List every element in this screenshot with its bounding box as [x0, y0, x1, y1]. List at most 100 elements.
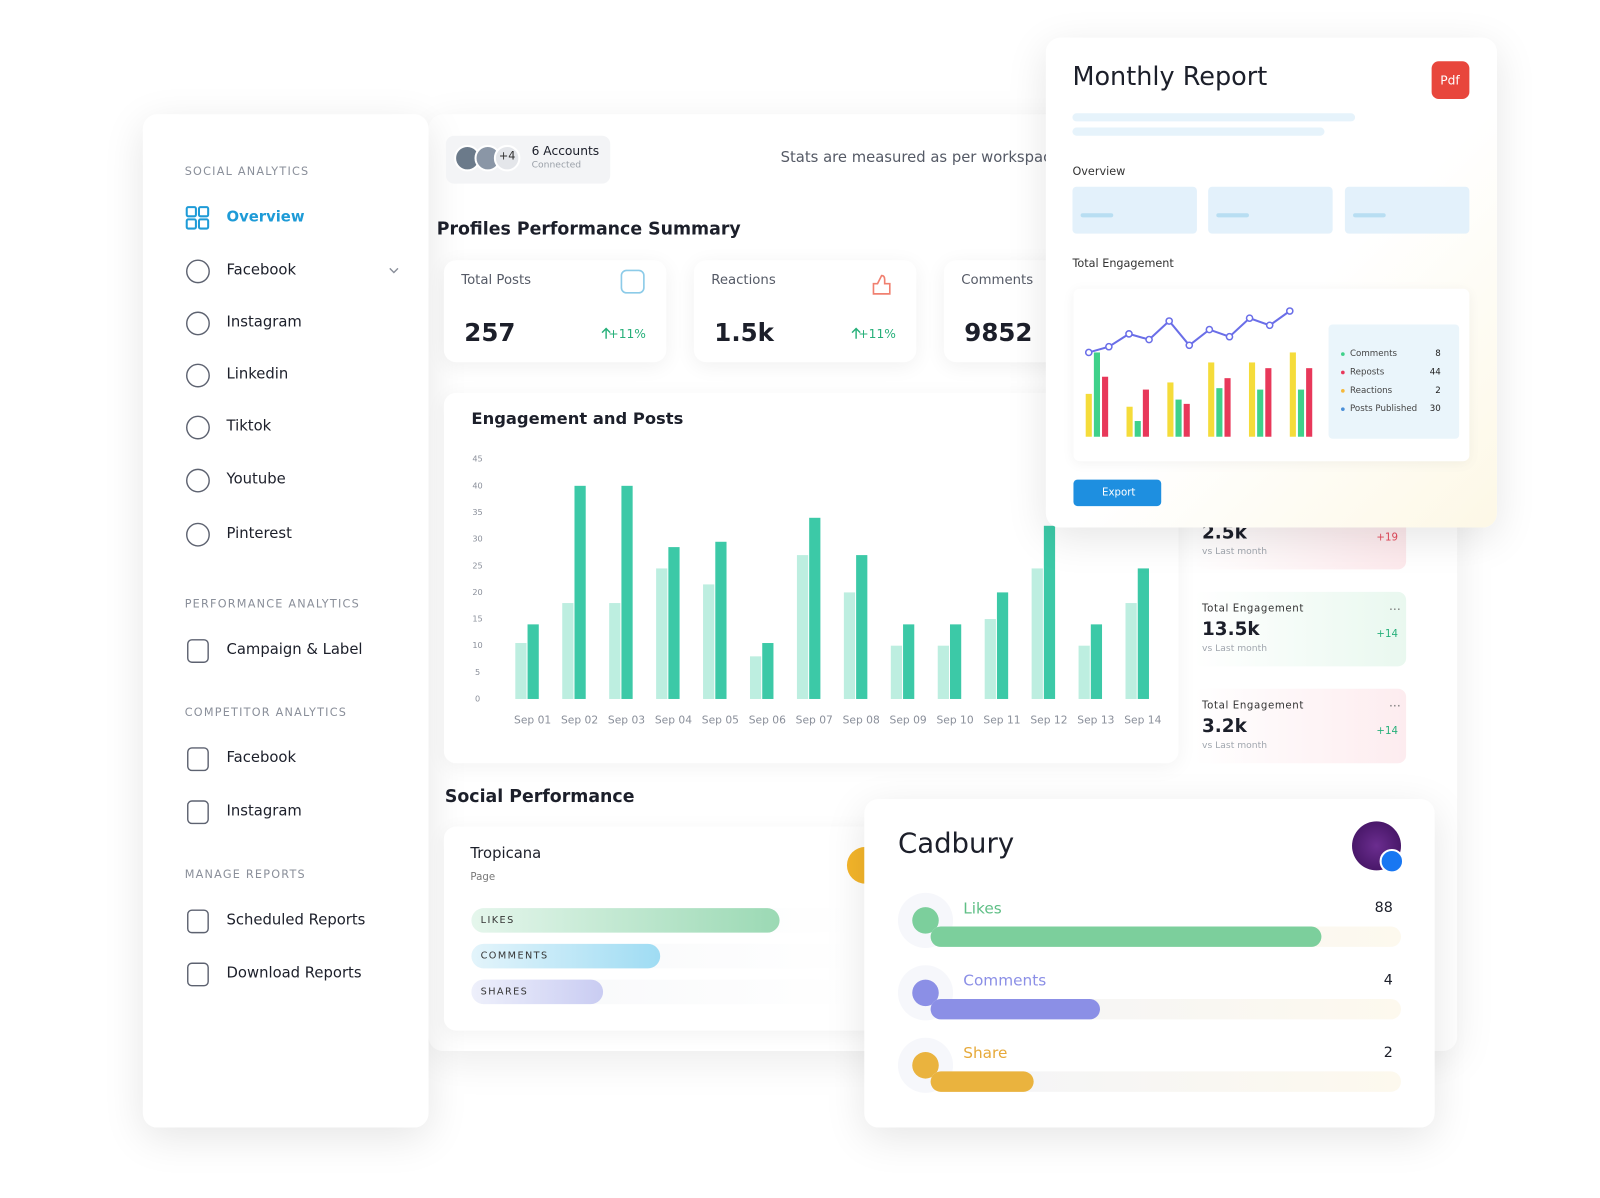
overview-tile: [1072, 186, 1197, 234]
bar: [656, 568, 668, 699]
nav-item[interactable]: Tiktok: [226, 418, 272, 435]
metric-fill: [930, 1071, 1035, 1092]
bar: [856, 555, 868, 699]
card-value: 257: [464, 318, 516, 347]
bar: [1031, 568, 1043, 699]
mini-point: [1125, 330, 1133, 338]
nav-item[interactable]: Campaign & Label: [226, 641, 363, 659]
sidebar: [142, 114, 429, 1128]
nav-item[interactable]: Linkedin: [226, 366, 289, 383]
bar-label: COMMENTS: [480, 950, 549, 962]
card-icons: [601, 269, 891, 339]
nav-item[interactable]: Scheduled Reports: [226, 912, 366, 929]
bar-label: SHARES: [480, 986, 529, 998]
nav-item[interactable]: Facebook: [226, 262, 297, 279]
x-tick-label: Sep 14: [1124, 713, 1161, 726]
skeleton: [1080, 213, 1114, 218]
fb-badge: [1379, 848, 1405, 874]
x-tick-label: Sep 07: [796, 713, 833, 726]
nav-item[interactable]: Instagram: [226, 803, 302, 820]
mini-point: [1265, 321, 1274, 330]
metric-fill: [930, 998, 1100, 1020]
skeleton: [1072, 127, 1325, 136]
pdf-badge: [1431, 61, 1470, 99]
bar-fill: [471, 943, 661, 969]
card-label: Comments: [961, 272, 1034, 289]
x-tick-label: Sep 13: [1077, 713, 1114, 726]
x-tick-label: Sep 08: [843, 713, 880, 726]
section-title: Profiles Performance Summary: [436, 219, 741, 240]
legend-dot: [1341, 407, 1345, 412]
nav-icon: [186, 468, 210, 493]
metric-icon: [912, 979, 939, 1007]
metric-track: [930, 1071, 1402, 1092]
mini-bar: [1102, 376, 1109, 437]
card-value: 1.5k: [714, 318, 774, 347]
bar: [996, 592, 1009, 699]
section-title: Social Performance: [444, 786, 635, 808]
nav-icon: [186, 415, 210, 440]
skeleton: [1216, 213, 1249, 218]
nav-icon: [197, 206, 210, 218]
bar: [1078, 645, 1090, 699]
bar: [1043, 525, 1056, 699]
nav-item[interactable]: Download Reports: [226, 965, 362, 982]
y-tick-label: 35: [472, 507, 482, 517]
sidebar-icons: [185, 206, 399, 987]
stat-label: Total Engagement: [1202, 700, 1304, 712]
bar: [749, 656, 762, 699]
legend-name: Posts Published: [1349, 404, 1418, 415]
section-title: PERFORMANCE ANALYTICS: [184, 597, 360, 611]
legend-name: Comments: [1349, 348, 1398, 360]
bar: [890, 645, 903, 699]
mini-bar: [1297, 389, 1305, 437]
stat-value: 13.5k: [1202, 618, 1260, 641]
mini-bar: [1134, 421, 1141, 437]
bar: [703, 584, 715, 699]
y-tick-label: 15: [472, 614, 482, 624]
stat-change: +14: [1376, 629, 1398, 641]
stat-menu: ···: [1389, 602, 1401, 617]
accounts-status: Connected: [531, 160, 582, 171]
x-tick-label: Sep 03: [608, 713, 645, 726]
bar: [562, 603, 574, 699]
nav-item[interactable]: Instagram: [226, 314, 302, 331]
mini-bar: [1085, 393, 1092, 437]
mini-bar: [1248, 362, 1256, 437]
y-tick-label: 30: [472, 534, 482, 544]
export-button[interactable]: [1073, 479, 1162, 507]
export-label[interactable]: Export: [1102, 487, 1136, 499]
x-tick-label: Sep 06: [749, 713, 786, 726]
legend-value: 30: [1429, 404, 1441, 415]
metric-value: 4: [1383, 972, 1393, 989]
page-name: Tropicana: [470, 845, 542, 863]
y-tick-label: 5: [475, 667, 480, 677]
bar-label: LIKES: [480, 914, 515, 927]
mini-chart: [1084, 307, 1313, 437]
nav-item[interactable]: Pinterest: [226, 525, 292, 542]
mini-point: [1105, 342, 1113, 351]
mini-point: [1185, 341, 1194, 350]
y-tick-label: 0: [475, 693, 480, 703]
nav-icon: [185, 206, 197, 218]
card-change: +11%: [858, 326, 896, 341]
metric-name: Share: [963, 1043, 1008, 1063]
nav-icon: [186, 311, 210, 336]
report-title: Monthly Report: [1072, 61, 1268, 92]
section-title: MANAGE REPORTS: [184, 867, 306, 882]
stat-change: +14: [1376, 726, 1398, 738]
nav-item[interactable]: Overview: [226, 209, 305, 226]
metric-icon: [912, 1052, 939, 1079]
chart-title: Engagement and Posts: [471, 408, 684, 429]
metric-value: 88: [1374, 899, 1393, 917]
bar: [609, 603, 621, 699]
legend-value: 8: [1435, 348, 1441, 360]
mini-bar: [1142, 389, 1149, 437]
nav-icon: [186, 522, 210, 547]
nav-item[interactable]: Facebook: [226, 749, 297, 767]
nav-icon: [187, 639, 209, 663]
stat-note: vs Last month: [1202, 643, 1268, 655]
nav-item[interactable]: Youtube: [226, 471, 286, 488]
mini-bar: [1183, 403, 1190, 437]
bar-fill: [471, 908, 780, 933]
